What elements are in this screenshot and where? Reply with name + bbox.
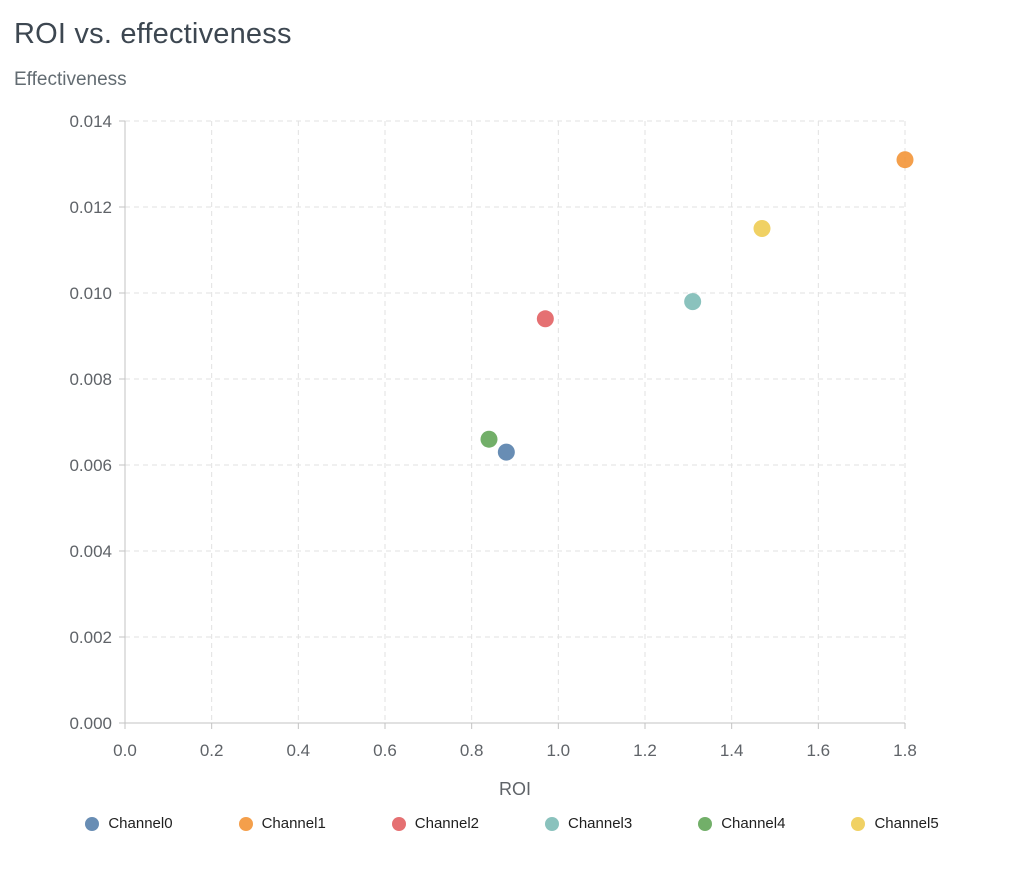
x-axis-title: ROI — [499, 779, 531, 799]
point-channel0[interactable] — [497, 443, 515, 461]
legend-swatch-icon — [851, 816, 866, 831]
chart-title: ROI vs. effectiveness — [14, 18, 292, 50]
legend-label: Channel5 — [874, 815, 939, 832]
y-tick-label: 0.012 — [69, 198, 112, 217]
x-tick-label: 1.0 — [547, 741, 571, 760]
x-tick-label: 0.0 — [113, 741, 137, 760]
legend-swatch-icon — [85, 816, 100, 831]
legend-item-channel0[interactable]: Channel0 — [85, 815, 173, 832]
y-tick-label: 0.006 — [69, 456, 112, 475]
legend-label: Channel3 — [568, 815, 633, 832]
legend-item-channel5[interactable]: Channel5 — [851, 815, 939, 832]
point-channel5[interactable] — [753, 220, 771, 237]
x-tick-label: 1.4 — [720, 741, 744, 760]
x-tick-label: 0.8 — [460, 741, 484, 760]
legend-swatch-icon — [391, 816, 406, 831]
legend: Channel0 Channel1 Channel2 Channel3 Channel4… — [0, 815, 1024, 832]
legend-item-channel4[interactable]: Channel4 — [698, 815, 785, 832]
legend-label: Channel2 — [414, 815, 479, 832]
legend-item-channel1[interactable]: Channel1 — [238, 815, 326, 832]
y-tick-label: 0.010 — [69, 284, 112, 303]
x-tick-label: 1.8 — [893, 741, 917, 760]
y-tick-label: 0.004 — [69, 542, 112, 561]
legend-item-channel3[interactable]: Channel3 — [545, 815, 632, 832]
y-tick-label: 0.002 — [69, 628, 112, 647]
legend-item-channel2[interactable]: Channel2 — [391, 815, 479, 832]
legend-label: Channel0 — [108, 815, 173, 832]
legend-label: Channel1 — [261, 815, 326, 832]
point-channel3[interactable] — [684, 293, 702, 311]
legend-swatch-icon — [238, 816, 253, 831]
x-tick-label: 1.2 — [633, 741, 657, 760]
y-axis-title: Effectiveness — [14, 69, 127, 90]
legend-swatch-icon — [545, 816, 559, 831]
x-tick-label: 0.2 — [200, 741, 224, 760]
x-tick-label: 0.6 — [373, 741, 397, 760]
x-tick-label: 1.6 — [807, 741, 831, 760]
legend-label: Channel4 — [721, 815, 786, 832]
legend-swatch-icon — [698, 816, 713, 831]
point-channel1[interactable] — [896, 151, 914, 169]
point-channel4[interactable] — [480, 430, 498, 448]
y-tick-label: 0.008 — [69, 370, 112, 389]
y-tick-label: 0.014 — [69, 112, 112, 131]
x-tick-label: 0.4 — [287, 741, 311, 760]
point-channel2[interactable] — [536, 310, 554, 328]
scatter-plot: 0.0 0.2 0.4 0.6 0.8 1.0 1.2 1.4 1.6 1.8 0.000 0.002… — [69, 112, 917, 799]
y-tick-label: 0.000 — [69, 714, 112, 733]
